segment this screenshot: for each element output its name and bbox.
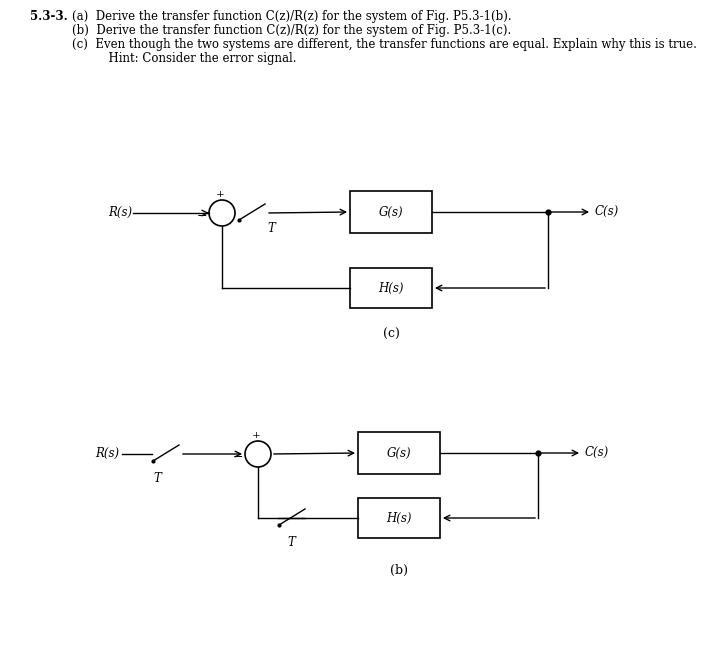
Text: −: − <box>233 450 243 463</box>
Bar <box>358 498 440 538</box>
Bar <box>350 191 432 233</box>
Text: H(s): H(s) <box>378 282 404 295</box>
Text: R(s): R(s) <box>95 446 119 459</box>
Text: T: T <box>153 472 161 485</box>
Text: (b): (b) <box>390 564 408 577</box>
Text: G(s): G(s) <box>387 446 411 459</box>
Text: 5.3-3.: 5.3-3. <box>30 10 68 23</box>
Text: H(s): H(s) <box>386 512 412 525</box>
Text: T: T <box>267 222 275 235</box>
Text: (b)  Derive the transfer function C(z)/R(z) for the system of Fig. P5.3-1(c).: (b) Derive the transfer function C(z)/R(… <box>72 24 511 37</box>
Text: Hint: Consider the error signal.: Hint: Consider the error signal. <box>86 52 297 65</box>
Bar <box>358 432 440 474</box>
Text: R(s): R(s) <box>108 205 132 218</box>
Bar <box>350 268 432 308</box>
Text: +: + <box>251 431 261 440</box>
Text: G(s): G(s) <box>379 205 403 218</box>
Text: C(s): C(s) <box>595 205 619 218</box>
Text: T: T <box>287 536 295 549</box>
Text: (c): (c) <box>382 328 400 341</box>
Text: −: − <box>197 209 207 222</box>
Text: (c)  Even though the two systems are different, the transfer functions are equal: (c) Even though the two systems are diff… <box>72 38 697 51</box>
Text: C(s): C(s) <box>585 446 609 459</box>
Text: +: + <box>215 190 225 199</box>
Text: (a)  Derive the transfer function C(z)/R(z) for the system of Fig. P5.3-1(b).: (a) Derive the transfer function C(z)/R(… <box>72 10 512 23</box>
